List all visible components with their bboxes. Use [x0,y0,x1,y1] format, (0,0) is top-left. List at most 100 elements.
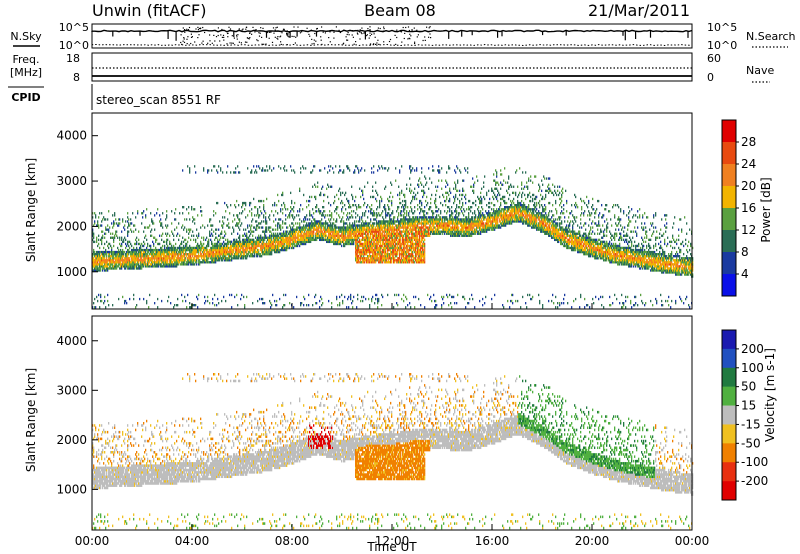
power-cell [139,253,141,256]
power-cell [299,222,301,225]
power-cell [385,248,387,252]
power-cell [236,255,238,258]
power-cell [292,246,294,250]
power-cell [258,250,260,254]
power-cell [342,171,344,174]
power-cell [349,216,351,219]
power-cell [260,246,262,250]
power-cell [349,236,351,239]
power-cell [330,240,332,244]
power-cell [133,257,135,260]
power-cell [92,257,94,260]
power-cell [94,222,96,225]
power-cell [399,191,401,195]
power-cell [316,302,318,305]
power-cell [97,255,99,258]
power-cell [161,250,163,254]
power-cell [233,257,235,260]
power-cell [284,206,286,209]
power-cell [322,185,324,188]
power-cell [288,236,290,239]
power-cell [299,226,301,229]
power-cell [160,218,162,221]
power-cell [146,238,148,242]
power-cell [207,171,209,174]
power-cell [235,255,237,258]
noise-spike [414,42,416,45]
power-cell [343,220,345,223]
power-cell [261,244,263,248]
power-cell [320,169,322,172]
power-cell [292,238,294,242]
power-cell [282,234,284,237]
power-cell [334,210,336,213]
power-cell [338,171,340,174]
power-cell [120,259,122,262]
power-cell [190,263,192,266]
noise-spike [241,29,243,31]
power-cell [222,226,224,229]
power-cell [380,195,382,199]
power-cell [295,238,297,242]
power-cell [374,240,376,244]
power-cell [137,253,139,256]
power-cell [318,224,320,227]
power-cell [327,236,329,239]
power-cell [182,169,184,172]
power-cell [196,248,198,252]
power-cell [292,214,294,217]
power-cell [301,220,303,223]
power-cell [143,250,145,254]
noise-spike [186,38,188,40]
power-cell [127,263,129,266]
power-cell [115,267,117,270]
power-cell [145,253,147,256]
power-cell [172,261,174,264]
power-cell [173,246,175,250]
power-cell [138,238,140,242]
power-cell [294,234,296,237]
power-cell [232,244,234,248]
power-cell [287,234,289,237]
power-cell [375,250,377,254]
power-cell [185,250,187,254]
power-cell [218,248,220,252]
power-cell [133,259,135,262]
power-cell [131,230,133,233]
power-cell [338,226,340,229]
power-cell [412,240,414,244]
noise-spike [287,33,289,35]
power-cell [334,228,336,231]
power-cell [177,297,179,301]
power-cell [146,253,148,256]
power-cell [260,210,262,213]
power-cell [107,267,109,270]
power-cell [200,248,202,252]
power-cell [254,255,256,258]
noise-spike [190,36,193,38]
power-cell [238,204,240,207]
power-cell [240,244,242,248]
power-cell [106,240,108,244]
power-cell [309,212,311,215]
power-cell [368,257,370,260]
power-cell [121,230,123,233]
power-cell [93,259,95,262]
power-cell [323,236,325,239]
power-cell [329,234,331,237]
power-cell [138,261,140,264]
power-cell [197,306,199,309]
power-cell [280,226,282,229]
power-cell [162,244,164,248]
power-cell [381,246,383,250]
power-cell [356,242,358,246]
power-cell [332,167,334,170]
power-cell [269,242,271,246]
power-cell [164,253,166,256]
power-cell [279,218,281,221]
power-cell [112,259,114,262]
power-cell [137,210,139,213]
power-cell [191,263,193,266]
power-cell [108,250,110,254]
power-cell [124,265,126,268]
